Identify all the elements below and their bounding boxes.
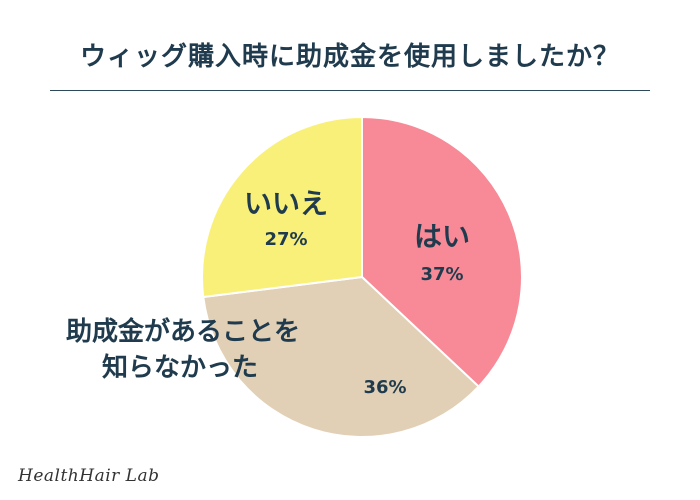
- slice-label-unaware-line-1: 助成金があることを: [66, 316, 300, 347]
- pct-label-2: 36%: [363, 377, 406, 398]
- chart-title: ウィッグ購入時に助成金を使用しましたか？: [79, 42, 620, 72]
- pct-label-1: 37%: [420, 264, 463, 285]
- slice-label-unaware-line-2: 知らなかった: [102, 353, 258, 383]
- brand-logo: HealthHair Lab: [18, 466, 160, 486]
- slice-label-yes: はい: [414, 220, 470, 253]
- slice-label-no: いいえ: [244, 187, 328, 220]
- pie-slice-2: [202, 275, 481, 438]
- pct-label-3: 27%: [264, 229, 307, 250]
- pie-slice-3: [201, 115, 363, 299]
- pie-slice-1: [361, 115, 523, 388]
- title-divider: [50, 90, 650, 91]
